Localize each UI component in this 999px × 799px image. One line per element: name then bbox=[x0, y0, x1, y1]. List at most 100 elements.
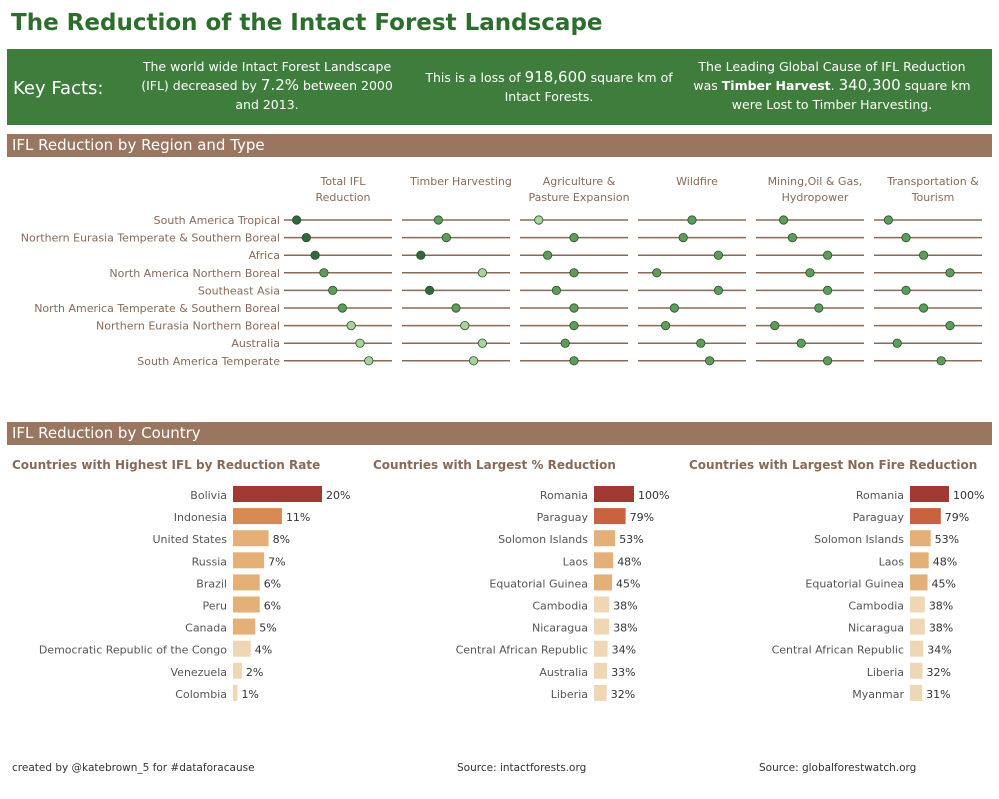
dot-mark bbox=[822, 285, 833, 295]
key-facts-label: Key Facts: bbox=[13, 78, 104, 99]
bar-mark bbox=[233, 530, 269, 547]
bar-mark bbox=[233, 486, 322, 502]
bar-value-label: 34% bbox=[927, 644, 951, 657]
dot-mark bbox=[787, 233, 798, 243]
bar-value-label: 48% bbox=[933, 555, 957, 568]
dot-column-header: Mining,Oil & Gas, Hydropower bbox=[768, 175, 863, 204]
bar-category-label: Colombia bbox=[175, 688, 227, 701]
bar-mark bbox=[910, 596, 925, 613]
bar-mark bbox=[594, 530, 616, 547]
key-fact-1: The world wide Intact Forest Landscape (… bbox=[137, 57, 397, 114]
key-fact-2-text: This is a loss of bbox=[425, 70, 525, 85]
bar-mark bbox=[233, 508, 282, 525]
footer-credit: created by @katebrown_5 for #dataforacau… bbox=[12, 762, 255, 774]
bar-value-label: 20% bbox=[326, 489, 350, 502]
dot-mark bbox=[542, 250, 553, 260]
bar-category-label: Central African Republic bbox=[772, 644, 904, 657]
dot-mark bbox=[770, 320, 780, 331]
dot-mark bbox=[460, 320, 470, 331]
bar-panel-title-3: Countries with Largest Non Fire Reductio… bbox=[689, 458, 978, 472]
bar-value-label: 2% bbox=[246, 666, 263, 679]
bar-category-label: Nicaragua bbox=[532, 622, 588, 635]
bar-mark bbox=[594, 508, 626, 525]
bar-value-label: 6% bbox=[264, 577, 281, 590]
key-fact-2-value: 918,600 bbox=[524, 68, 587, 86]
bar-value-label: 45% bbox=[932, 577, 956, 590]
bar-category-label: Equatorial Guinea bbox=[489, 577, 588, 590]
bar-value-label: 32% bbox=[926, 666, 950, 679]
bar-value-label: 8% bbox=[273, 533, 290, 546]
dot-mark bbox=[945, 268, 955, 278]
dot-column-header: Agriculture & Pasture Expansion bbox=[528, 175, 629, 204]
dot-mark bbox=[433, 215, 443, 225]
dot-mark bbox=[569, 320, 579, 331]
dot-mark bbox=[441, 233, 451, 243]
bar-category-label: Nicaragua bbox=[848, 622, 904, 635]
bar-value-label: 7% bbox=[268, 555, 285, 568]
bar-value-label: 79% bbox=[630, 511, 654, 524]
dot-mark bbox=[416, 250, 426, 260]
bar-mark bbox=[233, 596, 260, 613]
bar-mark bbox=[910, 640, 924, 657]
bar-value-label: 31% bbox=[926, 688, 950, 701]
region-label: North America Northern Boreal bbox=[109, 267, 280, 280]
bar-value-label: 100% bbox=[638, 489, 669, 502]
dot-mark bbox=[892, 338, 902, 348]
bar-mark bbox=[594, 662, 608, 679]
bar-panel-title-1: Countries with Highest IFL by Reduction … bbox=[12, 458, 321, 472]
dot-mark bbox=[468, 356, 479, 366]
dot-mark bbox=[328, 285, 338, 295]
dot-mark bbox=[319, 268, 329, 278]
bar-value-label: 34% bbox=[612, 644, 636, 657]
bar-mark bbox=[910, 618, 925, 635]
bar-value-label: 100% bbox=[953, 489, 984, 502]
bar-category-label: Peru bbox=[202, 600, 227, 613]
dot-mark bbox=[883, 215, 894, 225]
bar-category-label: Myanmar bbox=[852, 688, 904, 701]
key-fact-3-text: The Leading Global Cause of IFL Reductio… bbox=[693, 59, 966, 93]
bar-mark bbox=[233, 662, 242, 679]
dot-mark bbox=[560, 338, 570, 348]
bar-panel-title-2: Countries with Largest % Reduction bbox=[373, 458, 616, 472]
dot-mark bbox=[310, 250, 320, 260]
bar-value-label: 1% bbox=[241, 688, 258, 701]
bar-mark bbox=[910, 684, 923, 701]
bar-mark bbox=[910, 552, 929, 569]
dot-mark bbox=[704, 356, 715, 366]
bar-value-label: 79% bbox=[945, 511, 969, 524]
dot-mark bbox=[569, 233, 579, 243]
bar-mark bbox=[233, 552, 265, 569]
bar-category-label: Canada bbox=[185, 622, 227, 635]
bar-mark bbox=[594, 640, 608, 657]
bar-value-label: 33% bbox=[611, 666, 635, 679]
dot-mark bbox=[796, 338, 806, 348]
bar-category-label: Indonesia bbox=[174, 511, 227, 524]
dot-mark bbox=[713, 250, 724, 260]
dot-mark bbox=[424, 285, 435, 295]
dot-mark bbox=[678, 233, 688, 243]
bar-category-label: United States bbox=[153, 533, 228, 546]
dot-mark bbox=[477, 268, 487, 278]
bar-value-label: 45% bbox=[616, 577, 640, 590]
bar-category-label: Central African Republic bbox=[456, 644, 588, 657]
region-label: Africa bbox=[249, 249, 280, 262]
bar-category-label: Australia bbox=[539, 666, 588, 679]
dot-column-header: Transportation & Tourism bbox=[886, 175, 979, 204]
bar-category-label: Brazil bbox=[196, 577, 227, 590]
footer-source-1: Source: intactforests.org bbox=[457, 762, 587, 774]
key-fact-1-value: 7.2% bbox=[260, 76, 299, 94]
bar-mark bbox=[233, 574, 260, 591]
dot-mark bbox=[569, 268, 579, 278]
dot-mark bbox=[901, 233, 911, 243]
bar-category-label: Liberia bbox=[867, 666, 904, 679]
bar-mark bbox=[910, 662, 923, 679]
bar-category-label: Solomon Islands bbox=[814, 533, 904, 546]
bar-mark bbox=[910, 486, 949, 502]
dot-mark bbox=[822, 356, 833, 366]
bar-value-label: 38% bbox=[929, 622, 953, 635]
bar-value-label: 38% bbox=[929, 600, 953, 613]
bar-mark bbox=[233, 618, 256, 635]
bar-value-label: 5% bbox=[259, 622, 276, 635]
bar-mark bbox=[594, 684, 607, 701]
dot-mark bbox=[687, 215, 697, 225]
